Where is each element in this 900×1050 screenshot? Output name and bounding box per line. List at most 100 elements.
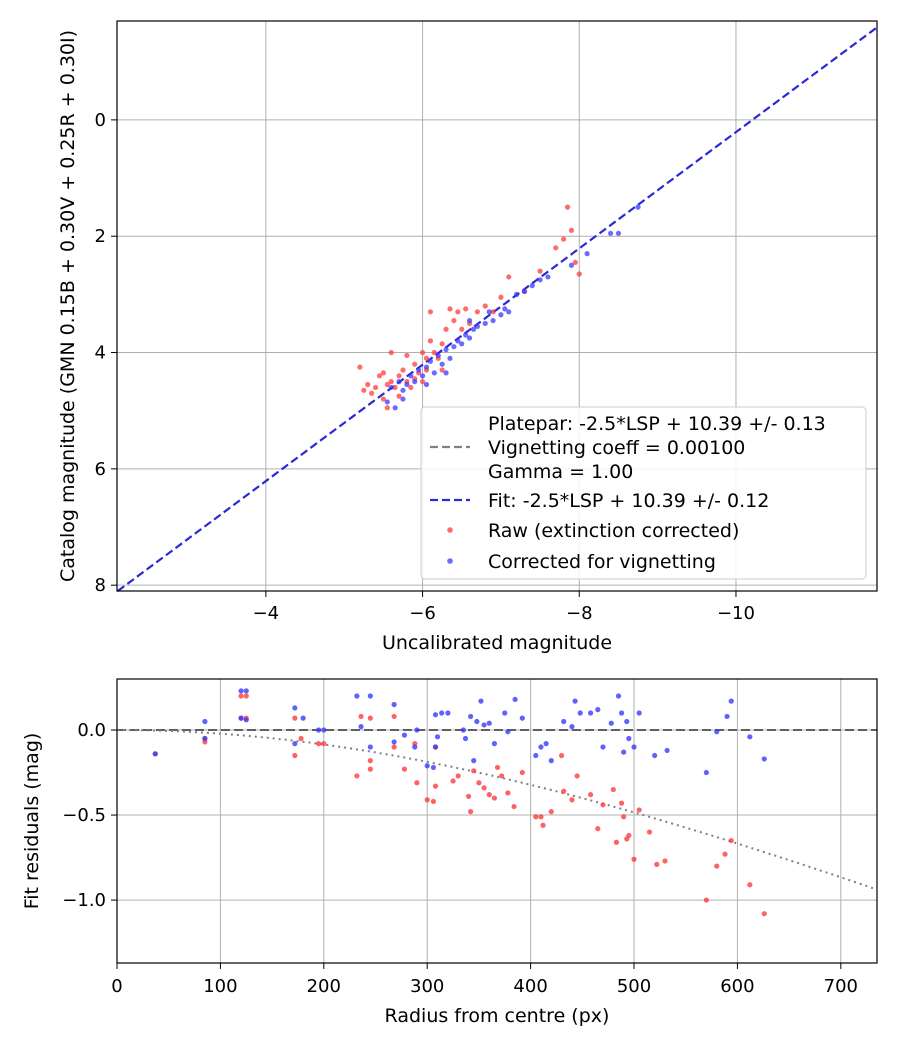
legend-box [420,406,867,580]
corrected-residual-point [486,720,492,726]
raw-residual-point [610,786,616,793]
bottom-x-tick-label: 400 [513,976,547,997]
legend-dot-swatch [447,558,453,564]
top-ticks: −4 −6 −8 −10 0 2 4 6 8 [95,110,755,624]
bottom-x-tick-label: 500 [617,976,651,997]
raw-residual-point [468,809,474,815]
corrected-point [392,405,398,411]
corrected-point [521,288,528,295]
fit-line [117,26,878,592]
bottom-x-tick-label: 200 [307,976,341,997]
raw-point [443,326,449,332]
corrected-point [443,370,449,376]
legend-label: Gamma = 1.00 [488,461,633,483]
corrected-residual-point [481,722,487,728]
corrected-point [490,317,496,324]
raw-residual-point [618,800,625,806]
corrected-residual-point [491,741,498,747]
calibration-scatter-chart: −4 −6 −8 −10 0 2 4 6 8 Uncalibrated magnitude Ca… [57,20,878,654]
corrected-residual-point [434,734,441,740]
vignetting-curve [117,729,878,891]
corrected-residual-point [391,739,397,745]
raw-residual-point [292,752,298,759]
corrected-point [608,230,614,236]
raw-residual-point [561,788,567,794]
corrected-residual-point [512,696,518,703]
raw-residual-point [481,785,487,791]
corrected-point [615,230,622,236]
corrected-residual-point [728,698,734,704]
raw-residual-point [574,773,580,779]
raw-residual-point [414,780,420,786]
corrected-residual-point [445,710,451,716]
corrected-residual-point [502,710,508,716]
corrected-residual-point [391,701,397,708]
top-x-tick-label: −4 [253,603,280,624]
corrected-residual-point [462,735,469,742]
raw-residual-point [626,832,632,839]
raw-point [388,349,394,356]
raw-residual-point [316,741,322,747]
raw-residual-point [559,752,565,759]
corrected-residual-point [367,693,373,699]
corrected-point [451,344,457,350]
corrected-residual-point [316,727,322,733]
corrected-point [388,384,394,391]
raw-residual-point [471,768,477,774]
bottom-gridlines [116,679,877,963]
corrected-residual-point [724,713,730,720]
corrected-point [431,370,437,376]
corrected-point [384,399,390,405]
corrected-point [545,274,551,280]
corrected-residual-point [595,707,601,713]
bottom-y-axis-label: Fit residuals (mag) [21,733,43,910]
raw-point [376,373,383,379]
raw-residual-point [654,861,660,867]
raw-residual-point [401,766,408,772]
bottom-plot-frame [116,678,878,964]
top-x-axis-label: Uncalibrated magnitude [382,632,612,654]
bottom-x-tick-label: 600 [720,976,754,997]
bottom-x-tick-label: 300 [410,976,444,997]
corrected-residual-point [505,729,511,735]
corrected-residual-point [652,752,658,759]
corrected-residual-point [631,744,637,750]
top-y-tick-label: 8 [95,575,106,596]
raw-point [560,236,567,242]
corrected-residual-point [292,741,298,747]
corrected-residual-point [321,727,327,733]
raw-residual-point [714,863,720,869]
corrected-point [443,347,449,353]
raw-point [490,309,496,315]
raw-point [412,361,418,367]
corrected-residual-point [468,713,474,720]
corrected-residual-point [430,764,437,771]
raw-point [408,384,414,391]
raw-point [404,352,410,359]
top-x-tick-label: −8 [566,603,593,624]
corrected-residual-point [471,758,477,764]
raw-residual-point [292,715,298,721]
corrected-point [459,341,465,347]
raw-residual-point [243,693,249,699]
raw-residual-point [540,822,546,828]
raw-residual-point [321,741,327,747]
raw-residual-point [600,802,606,808]
raw-point [400,367,406,373]
corrected-point [486,309,492,315]
corrected-point [466,335,473,341]
bottom-y-tick-label: −0.5 [62,805,106,826]
corrected-point [423,364,430,370]
raw-residual-point [631,856,637,862]
raw-residual-point [238,693,244,699]
corrected-point [506,309,512,315]
corrected-residual-point [519,715,525,721]
top-scatter-points [357,204,641,411]
top-plot-frame [116,20,878,592]
corrected-point [447,355,453,361]
raw-residual-point [519,769,525,776]
corrected-point [435,352,441,359]
raw-point [576,271,582,277]
raw-residual-point [761,911,767,917]
